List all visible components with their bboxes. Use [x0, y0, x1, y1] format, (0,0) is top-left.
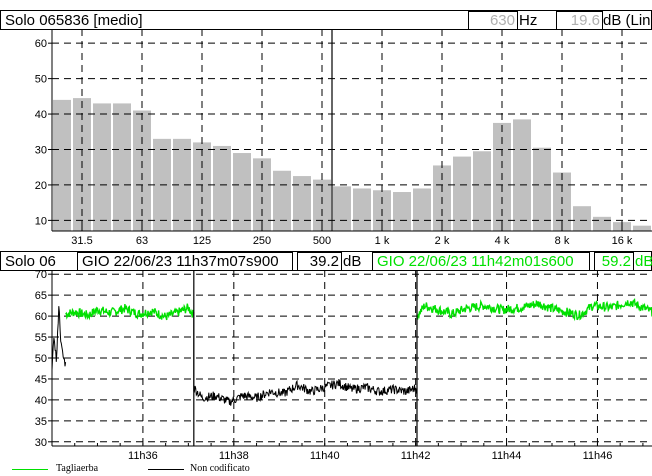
legend-label-tagliaerba: Tagliaerba [56, 463, 99, 474]
trace-non-codificato-1 [193, 379, 418, 406]
spectrum-ytick-label: 30 [35, 144, 47, 156]
cursor1-unit: dB [343, 253, 362, 270]
spectrum-xtick-label: 4 k [495, 235, 510, 247]
time-ytick-label: 50 [35, 353, 47, 365]
legend-swatch-tagliaerba [12, 469, 48, 470]
legend-swatch-non-codificato [148, 469, 184, 470]
spectrum-xtick-label: 1 k [375, 235, 390, 247]
frequency-cursor-value[interactable]: 630 [468, 11, 518, 30]
spectrum-ytick-label: 50 [35, 74, 47, 86]
spectrum-bar-200 [233, 153, 251, 231]
cursor2-unit: dB [635, 253, 652, 270]
spectrum-bar-63 [133, 110, 151, 231]
trace-tagliaerba-1 [416, 298, 652, 322]
spectrum-bar-40 [93, 103, 111, 231]
trace-tagliaerba-0 [65, 303, 194, 321]
spectrum-xtick-label: 31.5 [71, 235, 92, 247]
cursor1-level[interactable]: 39.2 [297, 252, 342, 271]
spectrum-bar-20k [633, 225, 651, 231]
spectrum-bar-125k [393, 192, 411, 231]
spectrum-bar-400 [293, 176, 311, 231]
spectrum-ytick-label: 40 [35, 109, 47, 121]
time-xtick-label: 11h42 [401, 450, 431, 462]
time-ytick-label: 40 [35, 395, 47, 407]
level-cursor-value[interactable]: 19.6 [556, 11, 603, 30]
spectrum-bar-800 [353, 188, 371, 231]
time-ytick-label: 65 [35, 290, 47, 302]
spectrum-bar-25k [453, 156, 471, 231]
spectrum-bar-500 [313, 179, 331, 231]
spectrum-xtick-label: 8 k [555, 235, 570, 247]
cursor1-time[interactable]: GIO 22/06/23 11h37m07s900 [77, 252, 293, 271]
cursor2-time[interactable]: GIO 22/06/23 11h42m01s600 [372, 252, 590, 271]
spectrum-ytick-label: 10 [35, 215, 47, 227]
time-xtick-label: 11h46 [583, 450, 613, 462]
time-ytick-label: 70 [35, 269, 47, 281]
legend-label-non-codificato: Non codificato [190, 463, 250, 474]
spectrum-bar-63k [533, 147, 551, 231]
spectrum-bar-125k [593, 216, 611, 231]
spectrum-title: Solo 065836 [medio] [5, 12, 143, 29]
spectrum-ytick-label: 20 [35, 180, 47, 192]
time-history-chart[interactable]: 11h36 11h38 11h40 11h42 11h44 11h46 30 35 40 45 50… [0, 269, 652, 466]
cursor2-level[interactable]: 59.2 [594, 252, 634, 271]
time-ytick-label: 55 [35, 332, 47, 344]
spectrum-xtick-label: 500 [313, 235, 331, 247]
time-xtick-label: 11h44 [492, 450, 522, 462]
time-ytick-label: 30 [35, 437, 47, 449]
spectrum-xtick-label: 125 [193, 235, 211, 247]
spectrum-bar-315k [473, 151, 491, 231]
spectrum-bar-315 [273, 170, 291, 231]
spectrum-ytick-label: 60 [35, 38, 47, 50]
trace-non-codificato-0 [51, 306, 67, 371]
time-ytick-label: 35 [35, 416, 47, 428]
spectrum-xtick-label: 16 k [612, 235, 633, 247]
spectrum-xtick-label: 250 [253, 235, 271, 247]
time-history-title: Solo 06 [5, 253, 56, 270]
spectrum-xtick-label: 2 k [435, 235, 450, 247]
spectrum-bar-100 [173, 138, 191, 231]
spectrum-bar-630 [333, 186, 351, 231]
spectrum-bar-160 [213, 145, 231, 231]
spectrum-chart[interactable]: 31.5 63 125 250 500 1 k 2 k 4 k 8 k 16 k 10 20 30 40 5… [0, 29, 652, 251]
spectrum-bar-5k [513, 119, 531, 231]
spectrum-bar-16k [413, 188, 431, 231]
time-ytick-label: 60 [35, 311, 47, 323]
spectrum-bar-10k [573, 206, 591, 231]
legend: Tagliaerba Non codificato [0, 463, 652, 476]
spectrum-xtick-label: 63 [136, 235, 148, 247]
time-history-header: Solo 06 GIO 22/06/23 11h37m07s900 39.2 d… [0, 251, 652, 271]
frequency-unit: Hz [519, 12, 538, 29]
time-xtick-label: 11h38 [219, 450, 249, 462]
time-xtick-label: 11h36 [128, 450, 158, 462]
time-xtick-label: 11h40 [310, 450, 340, 462]
spectrum-bar-25 [53, 99, 71, 231]
spectrum-bar-50 [113, 103, 131, 231]
spectrum-header: Solo 065836 [medio] 630 Hz 19.6 dB (Lin [0, 10, 652, 30]
spectrum-bar-250 [253, 158, 271, 231]
level-unit: dB (Lin [603, 12, 651, 29]
time-ytick-label: 45 [35, 374, 47, 386]
